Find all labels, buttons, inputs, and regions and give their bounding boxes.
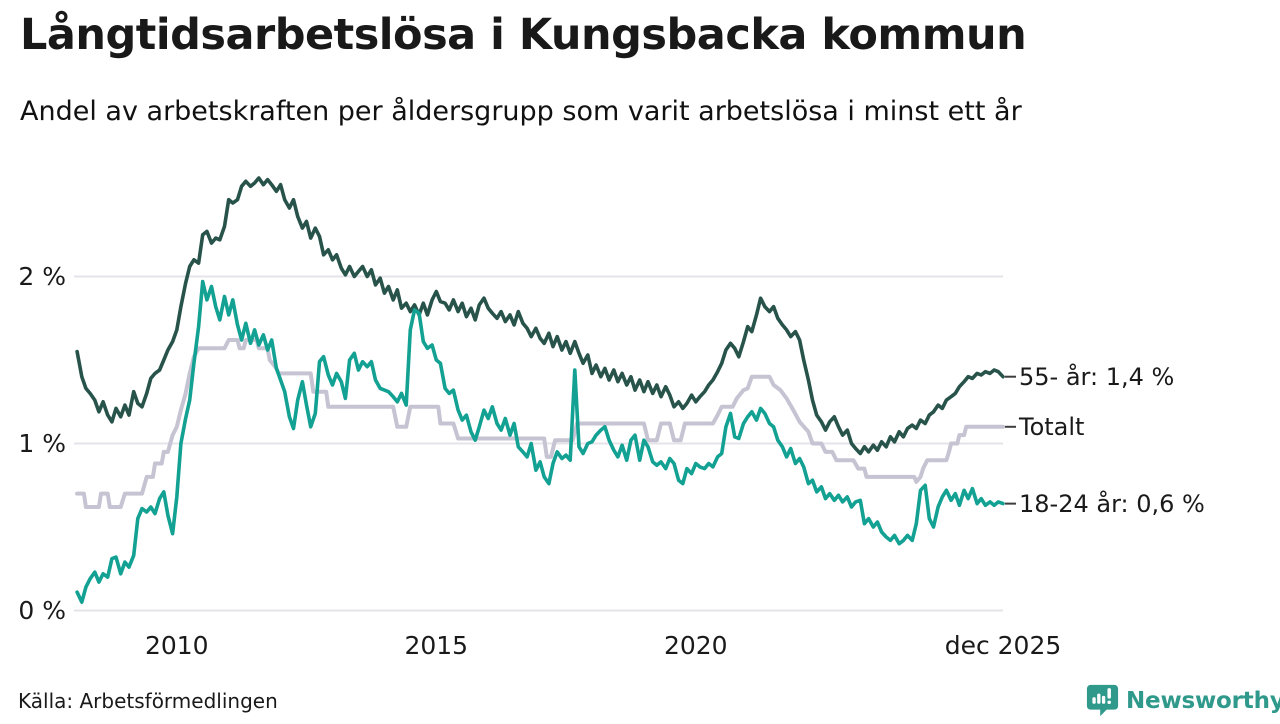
x-tick-label: 2010 <box>144 631 209 660</box>
series-line-18-24-r <box>75 279 1005 604</box>
series-line-Totalt <box>75 338 1005 509</box>
x-tick-label: 2015 <box>404 631 469 660</box>
chart-subtitle: Andel av arbetskraften per åldersgrupp s… <box>20 96 1022 127</box>
series-line-55-r <box>75 176 1005 456</box>
y-tick-label: 0 % <box>18 595 66 625</box>
y-tick-label: 1 % <box>18 428 66 458</box>
x-tick-label: dec 2025 <box>944 631 1062 660</box>
x-tick-label: 2020 <box>663 631 728 660</box>
series-end-label: 18-24 år: 0,6 % <box>1019 489 1205 518</box>
newsworthy-logo: Newsworthy <box>1086 684 1280 717</box>
y-tick-label: 2 % <box>18 261 66 291</box>
series-end-label: 55- år: 1,4 % <box>1019 362 1175 391</box>
source-note: Källa: Arbetsförmedlingen <box>18 689 278 713</box>
series-end-label: Totalt <box>1019 412 1085 441</box>
newsworthy-wordmark: Newsworthy <box>1126 687 1280 714</box>
newsworthy-bubble-chart-icon <box>1086 684 1119 717</box>
page-title: Långtidsarbetslösa i Kungsbacka kommun <box>20 10 1027 60</box>
